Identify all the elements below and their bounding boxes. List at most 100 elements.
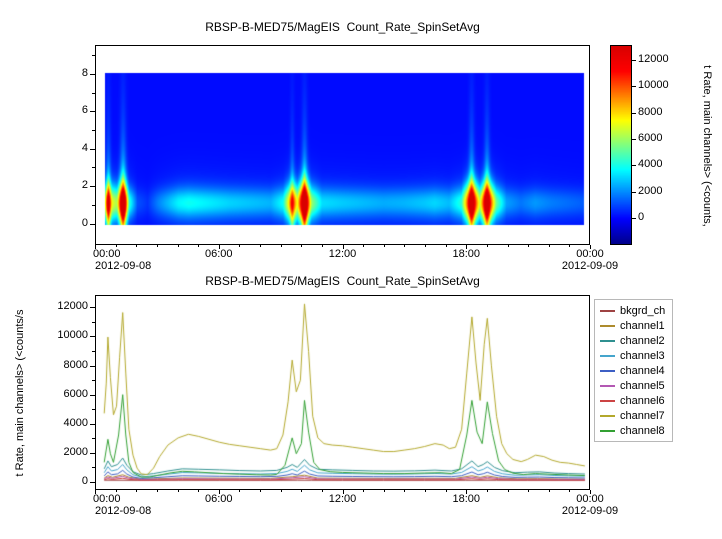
y-tick-label: 12000 (57, 300, 88, 313)
colorbar-tick-label: 2000 (638, 184, 663, 197)
x-minor-tick (569, 245, 571, 247)
x-minor-tick (260, 490, 261, 492)
x-minor-tick (239, 490, 241, 492)
x-minor-tick (507, 245, 509, 247)
legend-label: channel4 (620, 364, 665, 377)
colorbar-canvas[interactable] (611, 46, 631, 244)
legend-label: channel7 (620, 409, 665, 422)
y-tick-label: 0 (81, 216, 88, 229)
x-minor-tick (260, 245, 261, 247)
legend-swatch (600, 339, 615, 342)
line-plot-area[interactable] (95, 295, 590, 490)
legend-item: channel4 (600, 363, 665, 378)
legend-item: bkgrd_ch (600, 303, 665, 318)
line-plot-canvas[interactable] (96, 296, 589, 489)
x-minor-tick (198, 245, 200, 247)
spectrogram-plot-area[interactable] (95, 45, 590, 245)
left-axis-label: t Rate, main channels> (<counts/s (14, 309, 26, 477)
x-minor-tick (548, 490, 550, 492)
y-tick (90, 307, 95, 309)
y-minor-tick (92, 351, 95, 353)
y-minor-tick (92, 321, 95, 323)
colorbar-tick-label: 12000 (638, 53, 669, 66)
y-tick (90, 423, 95, 425)
x-tick-label: 00:00 (93, 248, 121, 260)
y-tick (90, 394, 95, 396)
legend-item: channel3 (600, 348, 665, 363)
x-tick-label: 00:00 (576, 248, 604, 260)
legend-label: channel2 (620, 334, 665, 347)
x-minor-tick (321, 245, 323, 247)
legend-swatch (600, 429, 615, 432)
y-minor-tick (92, 204, 95, 206)
y-tick (90, 452, 95, 454)
x-tick-label: 12:00 (328, 493, 357, 505)
x-axis-date-right: 2012-09-09 (561, 505, 619, 517)
x-tick-label: 06:00 (204, 248, 233, 260)
x-minor-tick (301, 245, 303, 247)
x-minor-tick (156, 490, 158, 492)
y-minor-tick (92, 409, 95, 411)
y-tick-label: 8000 (63, 358, 88, 371)
legend-swatch (600, 309, 615, 312)
x-tick (342, 490, 344, 494)
colorbar-tick (632, 139, 636, 141)
x-minor-tick (321, 490, 323, 492)
x-tick-label: 00:00 (576, 493, 604, 505)
x-minor-tick (136, 245, 138, 247)
colorbar-tick-label: 10000 (638, 79, 669, 92)
colorbar-tick (632, 112, 636, 114)
legend-item: channel5 (600, 378, 665, 393)
x-minor-tick (198, 490, 200, 492)
x-minor-tick (383, 490, 385, 492)
right-axis-label: t Rate, main channels> (<counts, (701, 65, 713, 227)
y-minor-tick (92, 92, 95, 94)
colorbar-tick-label: 8000 (638, 105, 663, 118)
x-axis-date-left: 2012-09-08 (95, 260, 152, 272)
y-tick-label: 2000 (63, 445, 88, 458)
legend-label: channel3 (620, 349, 665, 362)
bottom-chart-title: RBSP-B-MED75/MagEIS Count_Rate_SpinSetAv… (205, 274, 480, 288)
colorbar-tick (632, 60, 636, 62)
legend-label: channel1 (620, 319, 665, 332)
spectrogram-canvas[interactable] (96, 46, 589, 244)
y-tick (90, 336, 95, 338)
x-tick (218, 490, 220, 494)
x-minor-tick (445, 490, 447, 492)
y-minor-tick (92, 438, 95, 440)
x-minor-tick (115, 245, 117, 247)
colorbar[interactable] (610, 45, 632, 245)
x-minor-tick (156, 245, 158, 247)
colorbar-tick (632, 191, 636, 193)
x-minor-tick (528, 245, 530, 247)
y-tick (90, 111, 95, 113)
top-chart-title: RBSP-B-MED75/MagEIS Count_Rate_SpinSetAv… (205, 20, 480, 34)
x-tick-label: 12:00 (328, 248, 357, 260)
y-tick-label: 0 (81, 474, 88, 487)
y-tick-label: 8 (81, 66, 88, 79)
x-tick (466, 245, 468, 249)
x-minor-tick (507, 490, 509, 492)
colorbar-tick-label: 0 (638, 211, 645, 224)
legend-item: channel7 (600, 408, 665, 423)
y-tick (90, 148, 95, 150)
x-minor-tick (363, 490, 365, 492)
x-tick (218, 245, 220, 249)
x-minor-tick (383, 245, 385, 247)
y-tick-label: 6 (81, 104, 88, 117)
y-minor-tick (92, 55, 95, 57)
x-minor-tick (177, 490, 179, 492)
x-minor-tick (486, 245, 488, 247)
x-axis-date-right: 2012-09-09 (561, 260, 619, 272)
legend-swatch (600, 384, 615, 387)
y-tick (90, 186, 95, 188)
x-minor-tick (177, 245, 179, 247)
x-tick (342, 245, 344, 249)
colorbar-tick (632, 165, 636, 167)
x-minor-tick (239, 245, 241, 247)
x-minor-tick (363, 245, 365, 247)
y-tick (90, 223, 95, 225)
legend-label: channel8 (620, 424, 665, 437)
y-tick-label: 6000 (63, 387, 88, 400)
x-axis-date-left: 2012-09-08 (95, 505, 152, 517)
